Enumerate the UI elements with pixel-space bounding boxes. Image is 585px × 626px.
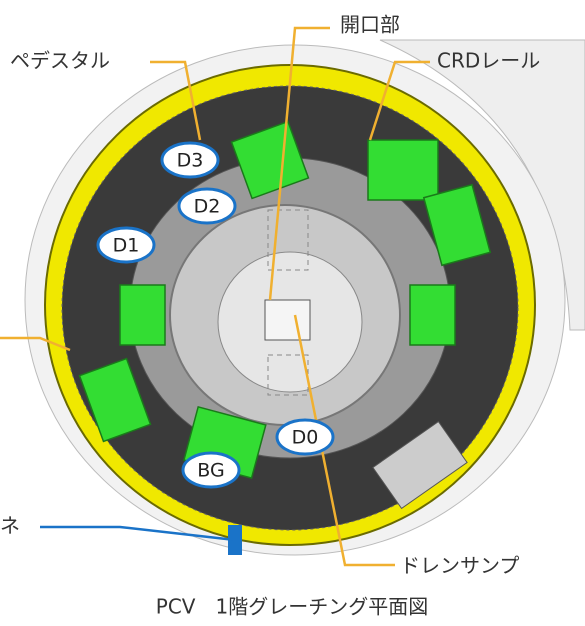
tag: D0: [277, 420, 333, 454]
equipment: [368, 140, 438, 200]
tag-text: D2: [194, 196, 221, 218]
equipment: [120, 285, 165, 345]
label: ネ: [0, 514, 20, 538]
caption: PCV 1階グレーチング平面図: [156, 595, 428, 619]
label: 開口部: [340, 13, 400, 37]
tag: D3: [162, 143, 218, 177]
equipment: [410, 285, 455, 345]
label: CRDレール: [437, 49, 540, 73]
tag: D1: [98, 228, 154, 262]
label: ペデスタル: [10, 49, 110, 73]
diagram: 開口部 ペデスタル CRDレール ネ ドレンサンプ D3 D2 D1 D0 BG…: [0, 0, 585, 626]
tag-text: BG: [197, 460, 224, 482]
label: ドレンサンプ: [400, 554, 519, 578]
tag-text: D1: [113, 235, 140, 257]
tag-text: D3: [177, 150, 204, 172]
sump: [265, 300, 310, 340]
tag: D2: [179, 189, 235, 223]
tag-text: D0: [292, 427, 319, 449]
tag: BG: [183, 453, 239, 487]
